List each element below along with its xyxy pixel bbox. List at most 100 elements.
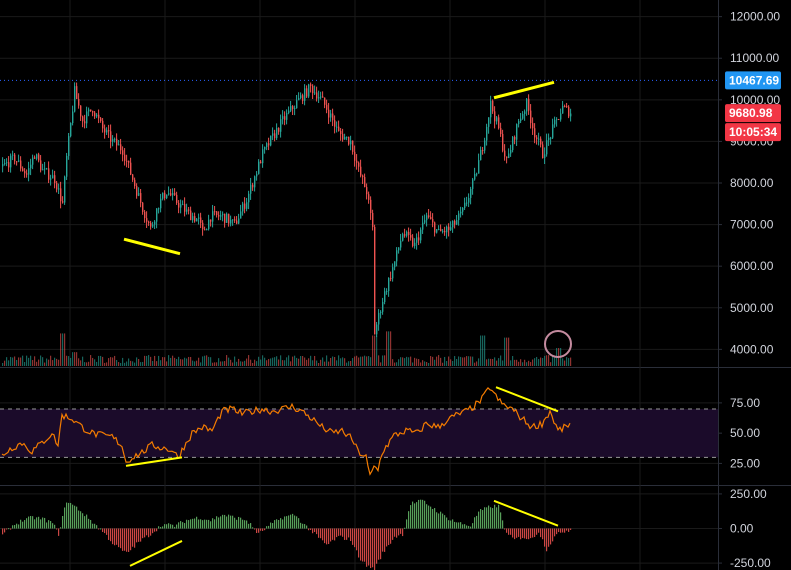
candle-body — [264, 146, 266, 150]
volume-bar — [502, 360, 504, 366]
macd-bar — [28, 516, 30, 529]
macd-bar — [126, 528, 128, 552]
macd-bar — [268, 525, 270, 529]
macd-bar — [344, 528, 346, 540]
candle-body — [42, 169, 44, 171]
candle-body — [150, 222, 152, 227]
candle-body — [290, 106, 292, 111]
candle-body — [90, 109, 92, 112]
divergence-trendline[interactable] — [123, 237, 181, 256]
volume-bar — [312, 360, 314, 366]
macd-bar — [376, 528, 378, 564]
volume-bar — [532, 359, 534, 366]
macd-bar — [354, 528, 356, 548]
candle-body — [12, 154, 14, 156]
volume-bar — [454, 356, 456, 366]
volume-bar — [236, 361, 238, 366]
macd-bar — [524, 528, 526, 539]
candle-body — [62, 201, 64, 203]
candle-body — [376, 324, 378, 335]
macd-bar — [326, 528, 328, 545]
candle-body — [38, 154, 40, 161]
candle-body — [208, 219, 210, 230]
macd-bar — [340, 528, 342, 536]
candle-body — [404, 234, 406, 236]
macd-bar — [276, 519, 278, 529]
volume-bar — [264, 357, 266, 366]
candle-body — [238, 218, 240, 224]
macd-bar — [92, 523, 94, 529]
macd-bar — [428, 505, 430, 529]
volume-bar — [226, 355, 228, 366]
candle-body — [436, 229, 438, 233]
macd-bar — [484, 507, 486, 529]
volume-bar — [24, 362, 26, 366]
volume-bar — [272, 357, 274, 366]
candle-body — [132, 174, 134, 180]
candle-body — [246, 202, 248, 209]
volume-bar — [296, 357, 298, 366]
divergence-trendline[interactable] — [493, 80, 555, 100]
candle-body — [278, 127, 280, 132]
macd-bar — [320, 528, 322, 539]
macd-bar — [562, 528, 564, 533]
volume-bar — [518, 361, 520, 366]
candle-body — [44, 168, 46, 170]
volume-bar — [234, 356, 236, 366]
macd-bar — [536, 528, 538, 535]
volume-bar — [408, 357, 410, 366]
volume-bar — [126, 361, 128, 366]
candle-body — [74, 86, 76, 112]
volume-bar — [160, 360, 162, 366]
volume-bar — [394, 362, 396, 366]
macd-bar — [464, 524, 466, 529]
volume-bar — [238, 358, 240, 366]
macd-bar — [306, 525, 308, 529]
candle-body — [316, 92, 318, 99]
volume-bar — [144, 355, 146, 366]
macd-bar — [454, 521, 456, 529]
candle-body — [292, 106, 294, 109]
volume-bar — [304, 357, 306, 366]
macd-divergence-trendline[interactable] — [493, 499, 559, 527]
bar-countdown-tag: 10:05:34 — [725, 123, 781, 142]
macd-bar — [222, 514, 224, 529]
macd-bar — [282, 519, 284, 529]
volume-bar — [112, 357, 114, 366]
volume-bar — [406, 356, 408, 366]
macd-bar — [358, 528, 360, 558]
pane-1-axis: 12000.0011000.0010000.009000.008000.0070… — [0, 10, 780, 356]
macd-bar — [356, 528, 358, 551]
rsi-divergence-trendline[interactable] — [495, 386, 559, 413]
candle-body — [498, 117, 500, 129]
y-tick-label: 8000.00 — [730, 176, 774, 190]
volume-bar — [426, 361, 428, 366]
volume-bar — [334, 356, 336, 366]
macd-bar — [244, 520, 246, 529]
volume-bar — [228, 357, 230, 366]
candle-body — [28, 168, 30, 175]
volume-bar — [458, 356, 460, 366]
macd-bar — [34, 519, 36, 529]
macd-bar — [360, 528, 362, 561]
volume-bar — [350, 360, 352, 366]
candle-body — [494, 111, 496, 122]
volume-bar — [8, 360, 10, 366]
volume-bar — [552, 356, 554, 366]
volume-bar — [108, 358, 110, 366]
macd-bar — [556, 528, 558, 535]
macd-divergence-trendline[interactable] — [129, 540, 183, 567]
volume-bar — [320, 359, 322, 366]
macd-bar — [22, 521, 24, 529]
macd-bar — [368, 528, 370, 566]
rsi-divergence-trendline[interactable] — [125, 456, 183, 467]
highlight-circle[interactable] — [544, 329, 572, 358]
volume-bar — [74, 352, 76, 366]
volume-bar — [294, 355, 296, 366]
volume-bar — [40, 355, 42, 366]
y-tick-label: 7000.00 — [730, 218, 774, 232]
macd-bar — [390, 528, 392, 544]
volume-bar — [318, 362, 320, 366]
macd-bar — [312, 528, 314, 534]
candle-body — [194, 216, 196, 222]
